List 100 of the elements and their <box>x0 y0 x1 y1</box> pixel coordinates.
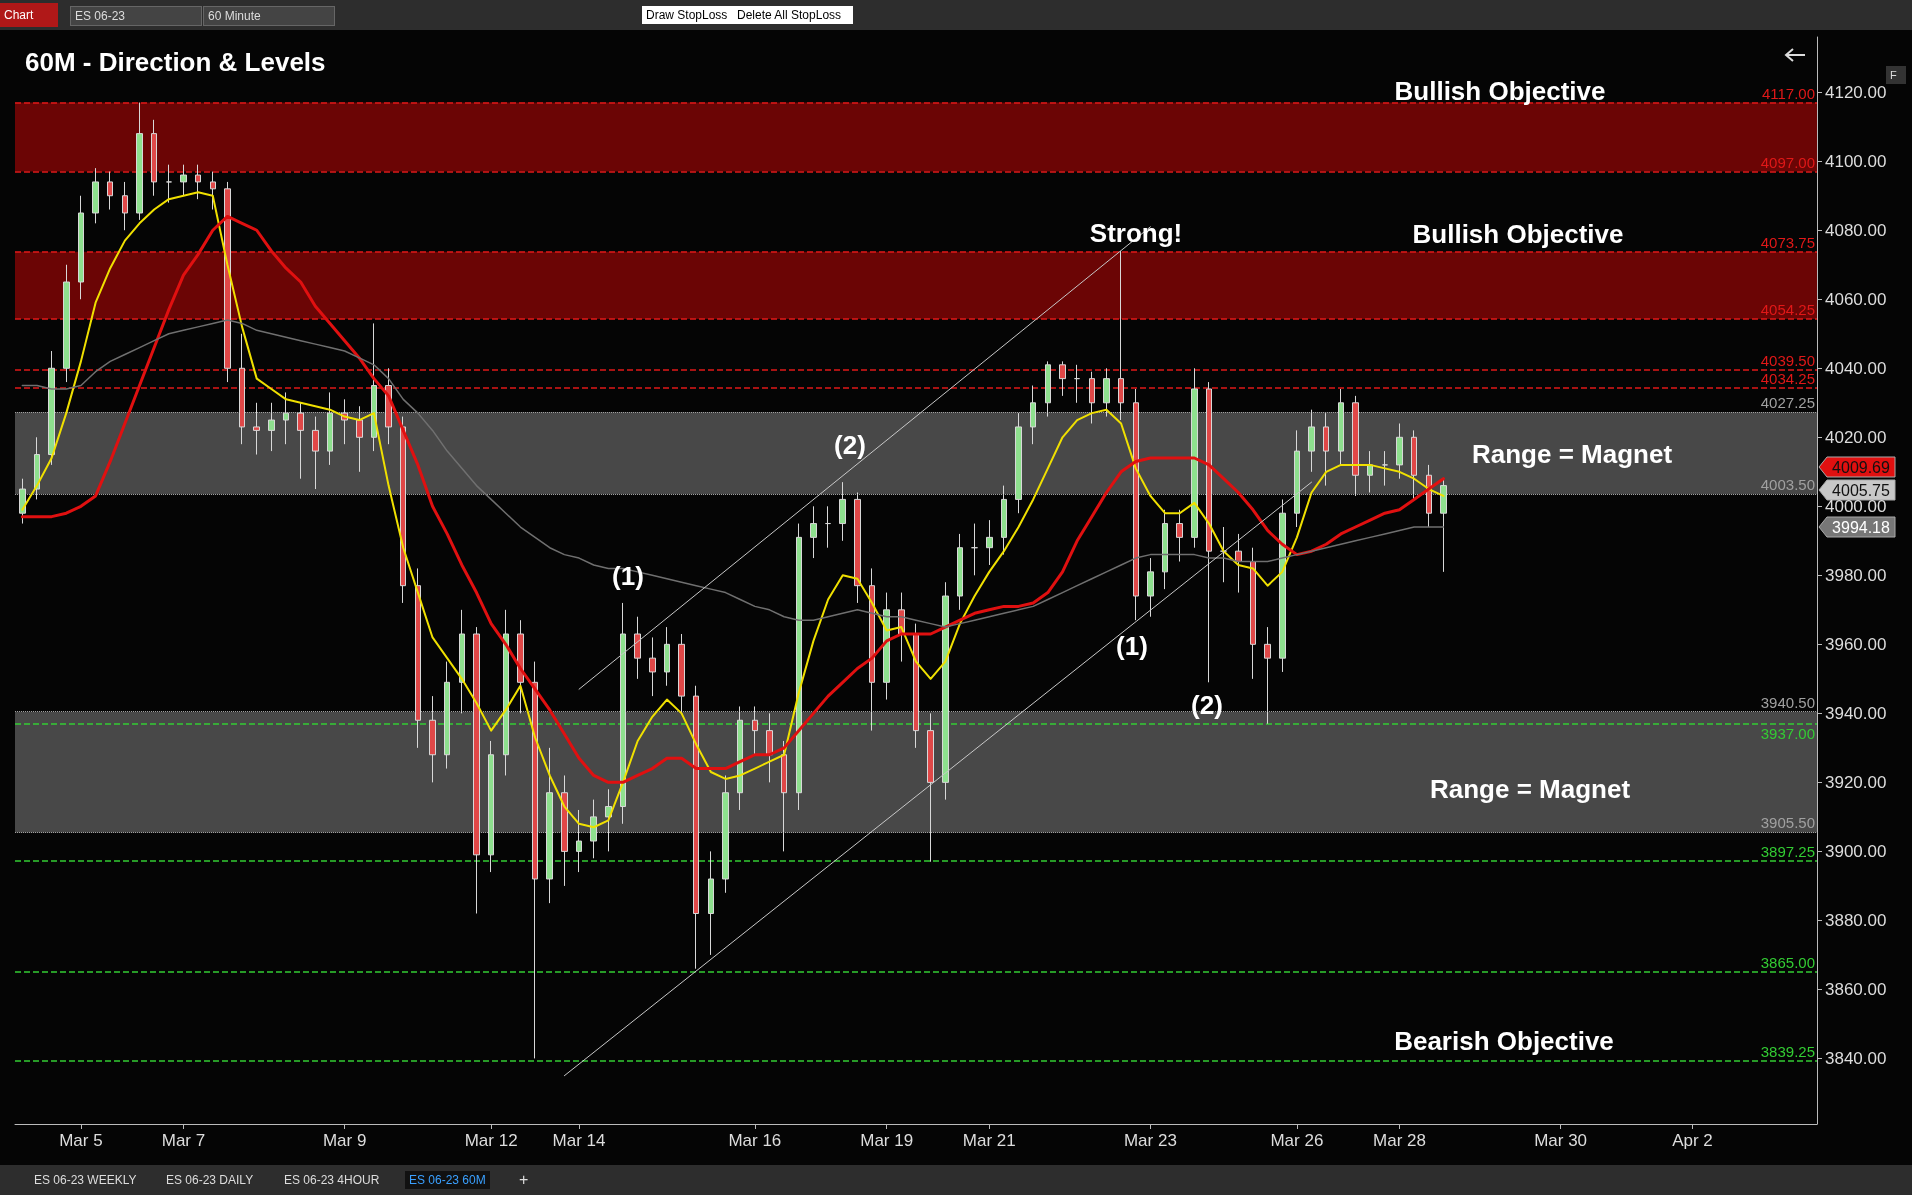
candlestick <box>239 333 245 445</box>
text: + <box>518 1171 530 1189</box>
candlestick <box>253 402 260 456</box>
ref-line-label: 4039.50 <box>1760 352 1815 369</box>
y-tick-label: 4080.00 <box>1825 220 1887 240</box>
y-tick-label: 3960.00 <box>1825 634 1887 654</box>
candlestick <box>1089 371 1095 424</box>
line-series <box>21 319 1445 628</box>
candlestick <box>957 533 963 611</box>
candlestick <box>1074 364 1080 404</box>
candlestick <box>210 171 216 211</box>
candlestick <box>693 685 699 970</box>
candlestick <box>488 740 494 873</box>
ref-line-label: 3839.25 <box>1760 1043 1815 1061</box>
candlestick <box>459 609 465 714</box>
candlestick <box>1191 367 1198 549</box>
candlestick <box>136 102 143 221</box>
candlestick <box>503 609 509 776</box>
candlestick <box>283 391 289 445</box>
ref-line-label: 3937.00 <box>1760 724 1815 742</box>
ref-line-label: 3897.25 <box>1760 842 1815 860</box>
x-tick-label: Mar 30 <box>1534 1131 1588 1150</box>
ref-line-label: 3940.50 <box>1760 693 1815 711</box>
candlestick <box>1118 250 1124 421</box>
candlestick <box>444 661 450 770</box>
candlestick <box>1411 429 1417 500</box>
candlestick <box>1352 395 1359 497</box>
candlestick <box>400 416 406 604</box>
candlestick <box>1162 509 1168 590</box>
y-tick-label: 3940.00 <box>1825 703 1887 723</box>
annotation: Strong! <box>1089 218 1183 248</box>
text: Draw StopLoss <box>642 6 738 24</box>
y-tick-label: 4060.00 <box>1825 289 1887 309</box>
candlestick <box>576 809 582 873</box>
candlestick <box>620 602 626 825</box>
candlestick <box>1323 412 1329 487</box>
candlestick <box>312 416 319 490</box>
candlestick <box>1133 388 1139 621</box>
candlestick <box>1264 626 1271 725</box>
candlestick <box>1176 509 1183 563</box>
chart-title: 60M - Direction & Levels <box>25 47 326 77</box>
x-tick-label: Mar 7 <box>161 1131 206 1150</box>
candlestick <box>913 623 919 749</box>
candlestick <box>722 774 729 894</box>
y-tick-label: 4020.00 <box>1825 427 1887 447</box>
y-tick-label: 3900.00 <box>1825 841 1887 861</box>
x-tick-label: Mar 21 <box>962 1131 1016 1150</box>
candlestick <box>942 581 949 801</box>
candlestick <box>927 712 934 863</box>
candlestick <box>590 799 597 859</box>
candlestick <box>1015 412 1022 514</box>
x-tick-label: Mar 14 <box>552 1131 606 1150</box>
candlestick <box>1440 478 1447 573</box>
x-tick-label: Mar 28 <box>1373 1131 1426 1150</box>
y-tick-label: 3840.00 <box>1825 1048 1887 1068</box>
candlestick <box>1308 409 1315 473</box>
candlestick <box>1001 485 1007 556</box>
candlestick <box>971 523 978 576</box>
y-tick-label: 3860.00 <box>1825 979 1887 999</box>
candlestick <box>1396 422 1403 480</box>
candlestick <box>649 636 656 697</box>
x-tick-label: Mar 9 <box>322 1131 367 1150</box>
candlestick <box>825 505 831 549</box>
text: ES 06-23 <box>70 6 202 26</box>
candlestick <box>224 181 231 383</box>
ref-line-label: 3905.50 <box>1760 814 1815 832</box>
annotation: Range = Magnet <box>1429 774 1631 804</box>
x-tick-label: Mar 5 <box>59 1131 103 1150</box>
annotation: (2) <box>1191 690 1223 720</box>
y-tick-label: 4120.00 <box>1825 82 1887 102</box>
annotation: (1) <box>612 561 644 591</box>
x-tick-label: Mar 12 <box>464 1131 518 1150</box>
annotation: (1) <box>1116 631 1148 661</box>
text: ES 06-23 WEEKLY <box>33 1172 138 1189</box>
x-tick-label: Mar 19 <box>860 1131 914 1150</box>
text: ES 06-23 4HOUR <box>283 1172 381 1189</box>
candlestick <box>1367 450 1373 493</box>
candlestick <box>1030 385 1036 445</box>
candlestick <box>1220 526 1227 583</box>
annotation: Bullish Objective <box>1394 76 1606 106</box>
text: Delete All StopLoss <box>733 6 853 24</box>
ref-line-label: 4003.50 <box>1760 476 1815 494</box>
candlestick <box>664 626 670 687</box>
y-tick-label: 4040.00 <box>1825 358 1887 378</box>
text: ES 06-23 DAILY <box>165 1172 255 1189</box>
candlestick <box>195 164 201 200</box>
text: 60 Minute <box>203 6 335 26</box>
x-tick-label: Mar 16 <box>728 1131 782 1150</box>
candlestick <box>297 402 304 480</box>
x-tick-label: Mar 26 <box>1270 1131 1324 1150</box>
candlestick <box>473 626 480 914</box>
text: 3994.18 <box>1832 518 1891 536</box>
ref-line-label: 4054.25 <box>1760 301 1815 319</box>
candlestick <box>796 523 802 811</box>
ref-line-label: 4027.25 <box>1760 394 1815 412</box>
candlestick <box>634 616 641 680</box>
candlestick <box>678 633 685 714</box>
annotation: (2) <box>834 430 866 460</box>
candlestick <box>810 505 817 559</box>
ref-line-label: 4117.00 <box>1761 84 1815 102</box>
